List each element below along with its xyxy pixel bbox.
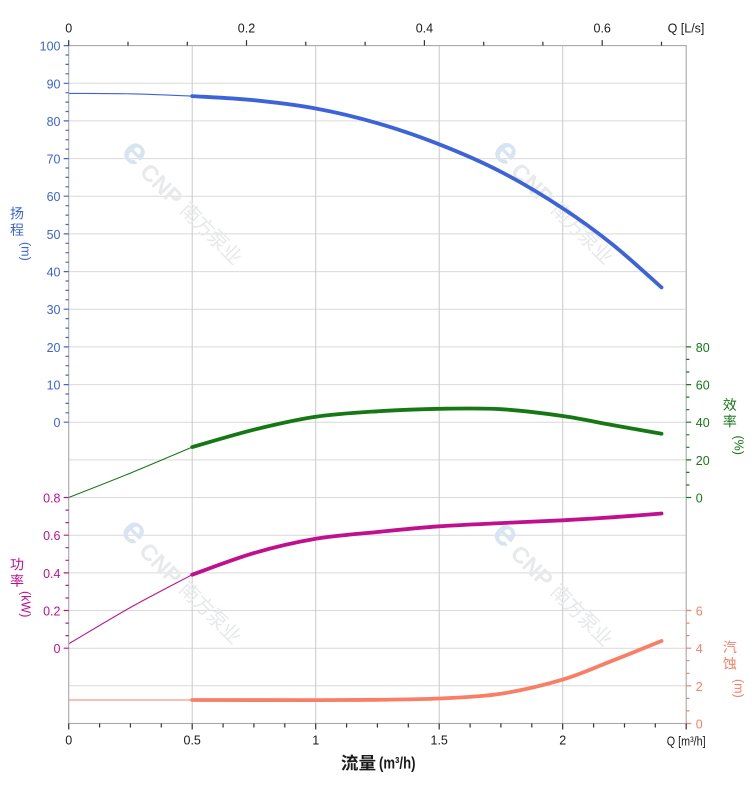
svg-text:10: 10	[47, 379, 61, 393]
svg-text:80: 80	[47, 115, 61, 129]
svg-text:(m): (m)	[19, 242, 33, 261]
svg-text:1: 1	[312, 734, 319, 748]
svg-text:(%): (%)	[731, 436, 745, 455]
svg-text:0: 0	[65, 734, 72, 748]
svg-text:0.4: 0.4	[43, 567, 60, 581]
svg-text:0.8: 0.8	[43, 492, 60, 506]
svg-text:20: 20	[47, 341, 61, 355]
svg-text:0: 0	[54, 642, 61, 656]
svg-text:100: 100	[40, 40, 61, 54]
svg-text:0.6: 0.6	[43, 529, 60, 543]
svg-text:2: 2	[696, 680, 703, 694]
svg-text:1.5: 1.5	[431, 734, 448, 748]
svg-text:(m³/h): (m³/h)	[379, 755, 416, 773]
svg-text:80: 80	[696, 341, 710, 355]
svg-text:0: 0	[65, 22, 72, 36]
svg-text:30: 30	[47, 303, 61, 317]
svg-text:0.6: 0.6	[594, 22, 611, 36]
svg-text:40: 40	[696, 416, 710, 430]
svg-text:0.2: 0.2	[43, 605, 60, 619]
svg-text:0: 0	[54, 416, 61, 430]
svg-text:40: 40	[47, 266, 61, 280]
svg-text:4: 4	[696, 642, 703, 656]
svg-text:50: 50	[47, 228, 61, 242]
svg-text:0.5: 0.5	[184, 734, 201, 748]
svg-text:2: 2	[559, 734, 566, 748]
svg-text:60: 60	[696, 379, 710, 393]
svg-text:Q [L/s]: Q [L/s]	[668, 22, 705, 36]
svg-text:90: 90	[47, 77, 61, 91]
svg-text:60: 60	[47, 190, 61, 204]
svg-text:(kW): (kW)	[19, 591, 33, 617]
svg-text:Q [m³/h]: Q [m³/h]	[667, 735, 706, 749]
svg-text:0: 0	[696, 718, 703, 732]
svg-text:6: 6	[696, 605, 703, 619]
svg-text:20: 20	[696, 454, 710, 468]
svg-text:(m): (m)	[731, 679, 745, 698]
svg-text:0: 0	[696, 492, 703, 506]
svg-text:0.2: 0.2	[238, 22, 255, 36]
svg-text:70: 70	[47, 153, 61, 167]
svg-text:0.4: 0.4	[416, 22, 433, 36]
